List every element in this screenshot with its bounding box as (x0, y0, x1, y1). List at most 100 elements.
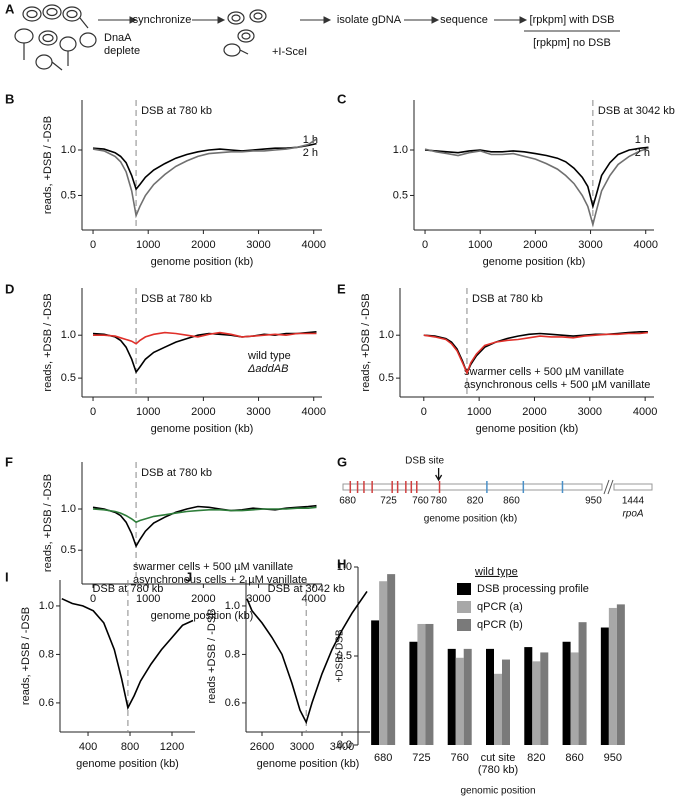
x-tick-label: 1000 (136, 239, 160, 251)
bar (455, 657, 464, 745)
legend-entry: ΔaddAB (247, 363, 288, 375)
x-tick-label: 725 (412, 752, 430, 764)
x-tick-label: 680 (339, 496, 356, 507)
bar (409, 641, 418, 745)
y-axis-label: +DSB/-DSB (335, 629, 346, 682)
data-line (246, 590, 368, 725)
x-tick-label: 1000 (468, 239, 492, 251)
y-axis-label: reads, +DSB / -DSB (20, 607, 32, 705)
x-axis-label: genome position (kb) (476, 423, 579, 435)
legend-entry: qPCR (a) (477, 601, 523, 613)
x-axis-label: genomic position (460, 786, 535, 797)
step-label: isolate gDNA (337, 14, 402, 26)
x-tick-label: 400 (79, 741, 97, 753)
y-tick-label: 0.5 (61, 372, 76, 384)
bar (417, 623, 426, 745)
legend-entry: asynchronous cells + 500 µM vanillate (464, 379, 650, 391)
x-tick-label: 2000 (191, 406, 215, 418)
y-tick-label: 0.6 (225, 697, 240, 709)
data-line (61, 597, 194, 711)
panel-letter: D (5, 281, 14, 296)
y-tick-label: 1.0 (225, 600, 240, 612)
cell-cluster (14, 4, 267, 71)
x-tick-label: 3400 (330, 741, 354, 753)
dsb-annotation: DSB at 3042 kb (598, 105, 675, 117)
step-label: deplete (104, 45, 140, 57)
legend-entry: 2 h (303, 147, 318, 159)
x-tick-label: 760 (451, 752, 469, 764)
x-tick-label: 2000 (191, 239, 215, 251)
y-axis-label: reads, +DSB / -DSB (42, 293, 54, 391)
x-tick-label: 800 (121, 741, 139, 753)
y-tick-label: 0.8 (39, 648, 54, 660)
x-axis-label: genome position (kb) (76, 758, 179, 770)
x-tick-label: 2000 (523, 239, 547, 251)
step-label: +I-SceI (272, 46, 307, 58)
y-tick-label: 1.0 (393, 144, 408, 156)
dsb-annotation: DSB at 780 kb (141, 467, 212, 479)
x-tick-label: 0 (90, 406, 96, 418)
data-line (93, 331, 317, 345)
x-tick-label: 1200 (160, 741, 184, 753)
data-line (92, 138, 317, 219)
legend-swatch (457, 619, 471, 631)
legend-entry: qPCR (b) (477, 619, 523, 631)
x-tick-label: 4000 (633, 406, 657, 418)
y-tick-label: 0.0 (337, 739, 352, 751)
x-tick-label: 2000 (191, 593, 215, 605)
x-tick-label: 820 (527, 752, 545, 764)
x-tick-label: 0 (421, 406, 427, 418)
y-tick-label: 1.0 (61, 503, 76, 515)
legend-entry: asynchronous cells + 2 µM vanillate (133, 574, 307, 586)
x-tick-label: 3000 (290, 741, 314, 753)
x-tick-label: 2000 (522, 406, 546, 418)
bar (387, 574, 396, 745)
x-tick-label: cut site (780 kb) (478, 752, 518, 776)
data-line (424, 146, 649, 210)
legend-title: wild type (474, 566, 518, 578)
dsb-site-label: DSB site (405, 456, 444, 467)
x-tick-label: 3000 (246, 593, 270, 605)
legend-entry: swarmer cells + 500 µM vanillate (464, 366, 624, 378)
x-tick-label: 0 (422, 239, 428, 251)
bar (494, 673, 502, 745)
x-tick-label: 2600 (250, 741, 274, 753)
fraction-numerator: [rpkpm] with DSB (530, 14, 615, 26)
x-tick-label: 820 (467, 496, 484, 507)
step-label: DnaA (104, 32, 132, 44)
legend-entry: swarmer cells + 500 µM vanillate (133, 561, 293, 573)
y-axis-label: reads +DSB / -DSB (206, 608, 218, 703)
bar (524, 647, 533, 745)
bar (425, 623, 434, 745)
bar (463, 648, 472, 745)
x-tick-label: 860 (565, 752, 583, 764)
data-line (92, 506, 317, 524)
step-label: sequence (440, 14, 488, 26)
y-tick-label: 0.5 (393, 189, 408, 201)
bar (600, 627, 609, 745)
x-tick-label: 3000 (578, 239, 602, 251)
y-tick-label: 0.8 (225, 648, 240, 660)
panel-letter: I (5, 569, 9, 584)
y-tick-label: 1.0 (337, 561, 352, 573)
y-tick-label: 0.6 (39, 697, 54, 709)
data-line (423, 331, 648, 376)
y-axis-label: reads, +DSB / -DSB (42, 116, 54, 214)
panel-letter: F (5, 454, 13, 469)
x-tick-label: 725 (380, 496, 397, 507)
data-line (92, 504, 317, 549)
x-tick-label: 4000 (301, 239, 325, 251)
y-tick-label: 0.5 (61, 544, 76, 556)
bar (608, 607, 617, 745)
legend-swatch (457, 583, 471, 595)
legend-entry: 1 h (303, 134, 318, 146)
x-tick-label: 680 (374, 752, 392, 764)
x-tick-label: 1000 (467, 406, 491, 418)
y-tick-label: 1.0 (61, 329, 76, 341)
x-axis-label: genome position (kb) (151, 610, 254, 622)
legend-entry: wild type (247, 350, 291, 362)
x-tick-label: 760 (412, 496, 429, 507)
x-axis-label: genome position (kb) (257, 758, 360, 770)
dsb-arrow (435, 468, 443, 482)
